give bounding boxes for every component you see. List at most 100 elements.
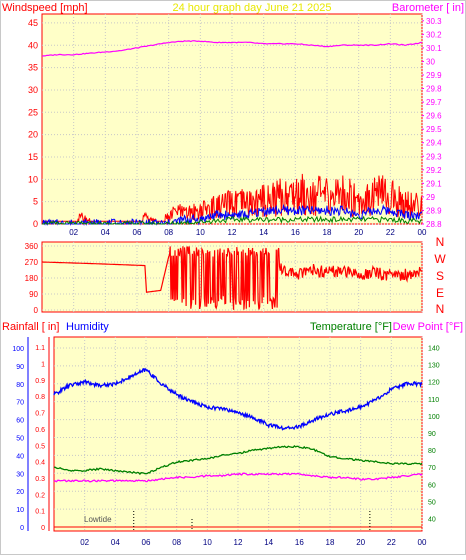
wind-left-tick-label: 5 <box>33 197 38 207</box>
tide-label: Lowtide <box>84 515 112 524</box>
humidity-tick-label: 10 <box>16 507 24 514</box>
barometer-tick-label: 29 <box>426 193 435 202</box>
climate-grid <box>27 337 423 531</box>
direction-tick-label: 90 <box>29 290 38 299</box>
climate-x-tick-label: 06 <box>142 538 151 547</box>
wind-x-tick-label: 20 <box>354 228 363 237</box>
compass-label: E <box>436 286 444 300</box>
wind-left-tick-label: 20 <box>28 130 38 140</box>
humidity-tick-label: 80 <box>16 382 24 389</box>
wind-gust-line <box>42 203 423 226</box>
wind-left-tick-label: 40 <box>28 40 38 50</box>
wind-left-tick-label: 0 <box>33 219 38 229</box>
humidity-tick-label: 50 <box>16 435 24 442</box>
climate-x-tick-label: 22 <box>387 538 396 547</box>
barometer-tick-label: 30.3 <box>426 17 442 26</box>
barometer-tick-label: 30.2 <box>426 30 442 39</box>
climate-series-group <box>53 367 423 528</box>
rainfall-tick-label: 0.9 <box>35 378 45 385</box>
climate-x-tick-label: 14 <box>264 538 273 547</box>
wind-x-tick-label: 14 <box>259 228 268 237</box>
climate-x-tick-label: 08 <box>172 538 181 547</box>
climate-x-tick-label: 18 <box>326 538 335 547</box>
temperature-tick-label: 90 <box>428 431 436 438</box>
temperature-tick-label: 140 <box>428 346 440 353</box>
rainfall-tick-label: 0.3 <box>35 476 45 483</box>
direction-tick-label: 270 <box>25 258 39 267</box>
wind-x-tick-label: 16 <box>291 228 300 237</box>
barometer-axis-title: Barometer [ in] <box>392 2 464 14</box>
humidity-tick-label: 60 <box>16 418 24 425</box>
wind-x-tick-label: 00 <box>418 228 427 237</box>
compass-label: S <box>436 269 444 283</box>
humidity-tick-label: 40 <box>16 453 24 460</box>
direction-series-group <box>42 246 422 310</box>
direction-tick-label: 0 <box>34 306 39 315</box>
rainfall-tick-label: 0.8 <box>35 394 45 401</box>
barometer-tick-label: 29.5 <box>426 125 442 134</box>
wind-x-tick-label: 22 <box>386 228 395 237</box>
barometer-tick-label: 28.9 <box>426 206 442 215</box>
rainfall-tick-label: 0.7 <box>35 411 45 418</box>
rainfall-tick-label: 0.6 <box>35 427 45 434</box>
rainfall-axis-title: Rainfall [ in] <box>2 321 59 333</box>
wind-x-tick-label: 12 <box>228 228 237 237</box>
wind-average-line <box>42 215 423 226</box>
rainfall-tick-label: 0.1 <box>35 509 45 516</box>
direction-tick-label: 360 <box>25 242 39 251</box>
humidity-tick-label: 90 <box>16 364 24 371</box>
climate-x-tick-label: 00 <box>418 538 427 547</box>
temperature-axis-title: Temperature [°F] <box>310 321 392 333</box>
temperature-tick-label: 50 <box>428 499 436 506</box>
rainfall-tick-label: 1.1 <box>35 345 45 352</box>
barometer-tick-label: 28.8 <box>426 220 442 229</box>
wind-x-tick-label: 10 <box>196 228 205 237</box>
compass-label: N <box>436 235 445 249</box>
wind-x-tick-label: 02 <box>69 228 78 237</box>
compass-label: W <box>434 252 446 266</box>
temperature-tick-label: 40 <box>428 516 436 523</box>
humidity-axis-title: Humidity <box>66 321 109 333</box>
barometer-tick-label: 29.7 <box>426 98 442 107</box>
axis-labels: 05101520253035404528.828.92929.129.229.3… <box>12 17 446 547</box>
wind-x-tick-label: 18 <box>323 228 332 237</box>
temperature-tick-label: 70 <box>428 465 436 472</box>
tide-markers <box>133 511 371 530</box>
humidity-tick-label: 30 <box>16 471 24 478</box>
climate-x-tick-label: 02 <box>80 538 89 547</box>
graph-date-title: 24 hour graph day June 21 2025 <box>172 2 331 14</box>
wind-left-tick-label: 45 <box>28 18 38 28</box>
wind-x-tick-label: 08 <box>164 228 173 237</box>
humidity-tick-label: 0 <box>20 525 24 532</box>
wind-series-group <box>41 40 423 226</box>
rainfall-tick-label: 1 <box>41 362 45 369</box>
wind-x-tick-label: 04 <box>101 228 110 237</box>
barometer-tick-label: 29.4 <box>426 139 442 148</box>
rainfall-tick-label: 0 <box>41 525 45 532</box>
dewpoint-axis-title: Dew Point [°F] <box>393 321 463 333</box>
dewpoint-line <box>53 472 423 483</box>
climate-x-tick-label: 12 <box>234 538 243 547</box>
wind-axis-title: Windspeed [mph] <box>2 2 88 14</box>
barometer-tick-label: 29.9 <box>426 71 442 80</box>
barometer-tick-label: 29.3 <box>426 152 442 161</box>
wind-left-tick-label: 10 <box>28 174 38 184</box>
direction-tick-label: 180 <box>25 274 39 283</box>
temperature-line <box>53 445 423 476</box>
climate-x-tick-label: 20 <box>356 538 365 547</box>
barometer-tick-label: 30 <box>426 57 435 66</box>
humidity-tick-label: 70 <box>16 400 24 407</box>
rainfall-tick-label: 0.2 <box>35 492 45 499</box>
barometer-line <box>41 40 423 57</box>
climate-x-tick-label: 04 <box>111 538 120 547</box>
wind-left-tick-label: 15 <box>28 152 38 162</box>
barometer-tick-label: 29.8 <box>426 85 442 94</box>
wind-direction-line <box>42 246 422 310</box>
barometer-tick-label: 30.1 <box>426 44 442 53</box>
compass-label: N <box>436 302 445 316</box>
wind-left-tick-label: 25 <box>28 107 38 117</box>
temperature-tick-label: 120 <box>428 380 440 387</box>
rainfall-tick-label: 0.5 <box>35 443 45 450</box>
